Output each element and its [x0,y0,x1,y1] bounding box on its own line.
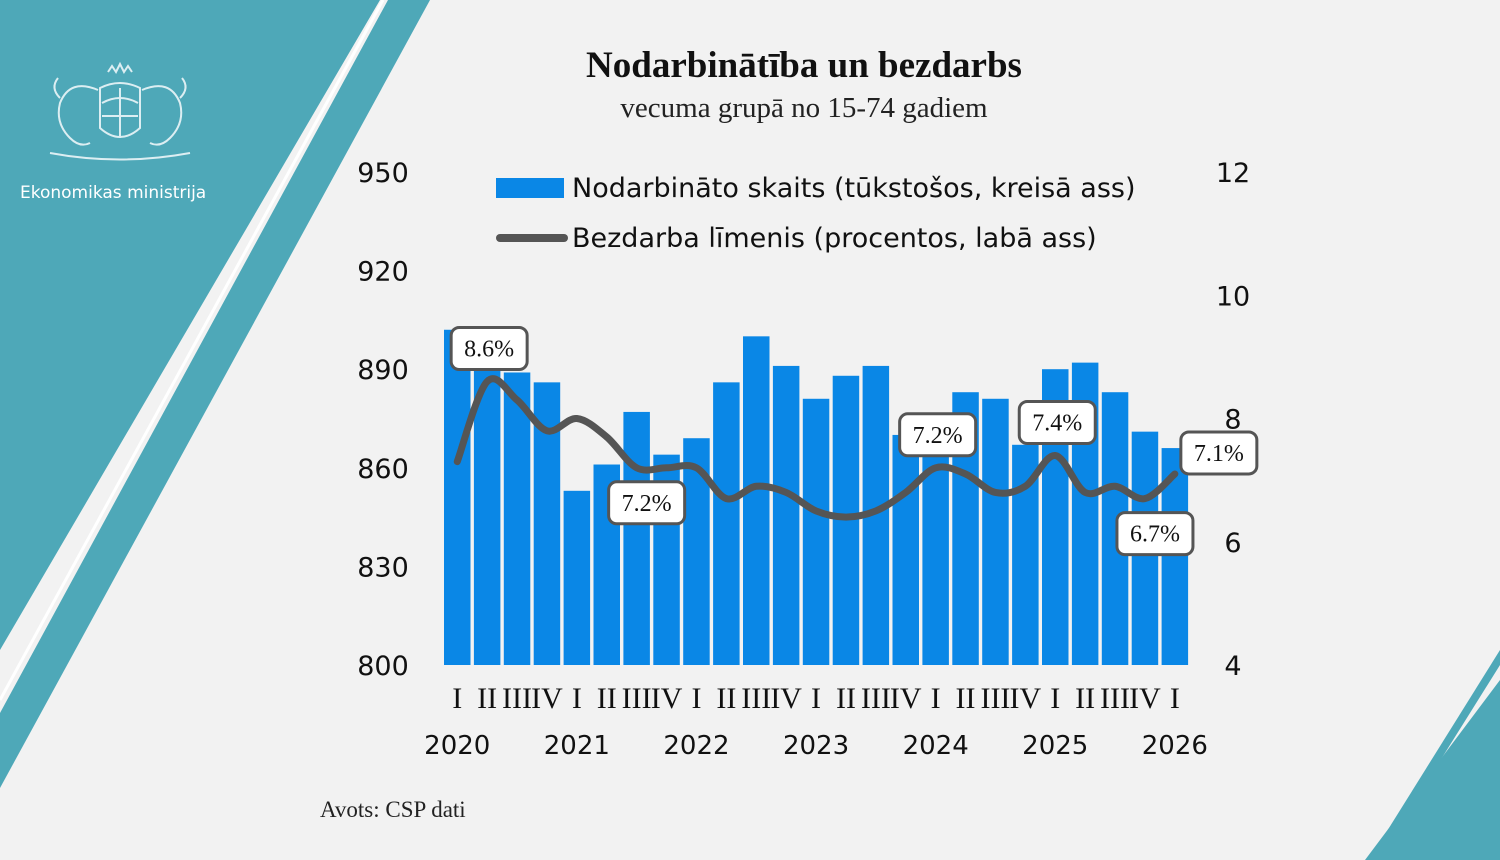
chart-title: Nodarbinātība un bezdarbs [586,45,1022,86]
data-label-box [898,412,978,458]
data-label: 7.2% [622,491,672,517]
x-tick-quarter-label: I [1170,682,1180,715]
x-tick-quarter-label: IV [531,682,563,715]
bar [503,372,531,665]
x-tick-quarter-label: III [980,682,1010,715]
org-name: Ekonomikas ministrija [20,183,207,203]
x-tick-quarter-label: II [477,682,497,715]
legend-label-bar: Nodarbināto skaits (tūkstošos, kreisā as… [572,172,1136,204]
bar [444,329,471,665]
x-tick-year-label: 2025 [1022,731,1088,761]
data-label-box [607,480,687,526]
bar [892,434,919,665]
teal-corner-stripe [1369,650,1500,860]
x-tick-quarter-label: III [861,682,891,715]
bar [713,382,740,665]
right-axis-tick-label: 6 [1224,528,1241,559]
x-tick-quarter-label: I [1050,682,1060,715]
right-axis-tick-label: 8 [1224,405,1241,436]
x-tick-quarter-label: IV [890,682,922,715]
right-axis-tick-label: 12 [1216,158,1250,189]
x-tick-quarter-label: I [572,682,582,715]
bar [772,365,800,665]
white-diagonal [0,0,385,701]
legend-swatch-bar [496,178,564,198]
data-label-box [1179,430,1259,476]
bar [623,411,650,665]
data-label: 6.7% [1130,522,1180,548]
bar [743,336,770,665]
x-tick-year-label: 2022 [663,731,729,761]
x-tick-quarter-label: II [716,682,736,715]
left-axis-tick-label: 890 [357,355,409,386]
bar [802,398,830,665]
left-axis-tick-label: 830 [357,552,409,583]
x-tick-quarter-label: II [956,682,976,715]
x-tick-quarter-label: IV [770,682,802,715]
left-axis-tick-label: 800 [357,651,409,682]
left-axis-tick-label: 920 [357,257,409,288]
data-label: 8.6% [464,337,514,363]
left-axis-tick-label: 860 [357,454,409,485]
x-tick-quarter-label: I [452,682,462,715]
x-tick-quarter-label: III [622,682,652,715]
x-tick-quarter-label: IV [651,682,683,715]
legend-entry-bar: Nodarbināto skaits (tūkstošos, kreisā as… [496,168,1136,208]
x-tick-quarter-label: I [931,682,941,715]
legend-entry-line: Bezdarba līmenis (procentos, labā ass) [496,218,1097,258]
bar [982,398,1009,665]
data-label-box [1017,399,1097,445]
x-tick-quarter-label: II [836,682,856,715]
x-tick-quarter-label: III [741,682,771,715]
x-tick-quarter-label: I [691,682,701,715]
x-tick-year-label: 2020 [424,731,490,761]
data-label-box [1115,511,1195,557]
x-tick-quarter-label: I [811,682,821,715]
coat-of-arms-icon [49,61,191,161]
teal-left-panel [0,0,380,650]
x-tick-year-label: 2024 [903,731,969,761]
x-tick-year-label: 2026 [1142,731,1208,761]
x-tick-year-label: 2021 [544,731,610,761]
x-tick-quarter-label: IV [1129,682,1161,715]
data-label: 7.1% [1194,441,1244,467]
x-tick-quarter-label: III [1100,682,1130,715]
data-label: 7.4% [1032,410,1082,436]
data-label-box [449,326,529,372]
unemployment-line [453,375,1179,521]
right-axis-tick-label: 10 [1216,281,1250,312]
x-tick-year-label: 2023 [783,731,849,761]
legend-swatch-line [496,234,568,242]
x-tick-quarter-label: II [597,682,617,715]
bar [563,490,591,665]
x-tick-quarter-label: IV [1010,682,1042,715]
x-tick-quarter-label: III [502,682,532,715]
right-axis-tick-label: 4 [1224,651,1241,682]
data-label: 7.2% [913,423,963,449]
teal-left-stripe [0,0,430,788]
left-axis-tick-label: 950 [357,158,409,189]
source-note: Avots: CSP dati [320,797,466,822]
x-tick-quarter-label: II [1075,682,1095,715]
legend-label-line: Bezdarba līmenis (procentos, labā ass) [572,222,1097,254]
chart-subtitle: vecuma grupā no 15-74 gadiem [620,92,988,124]
